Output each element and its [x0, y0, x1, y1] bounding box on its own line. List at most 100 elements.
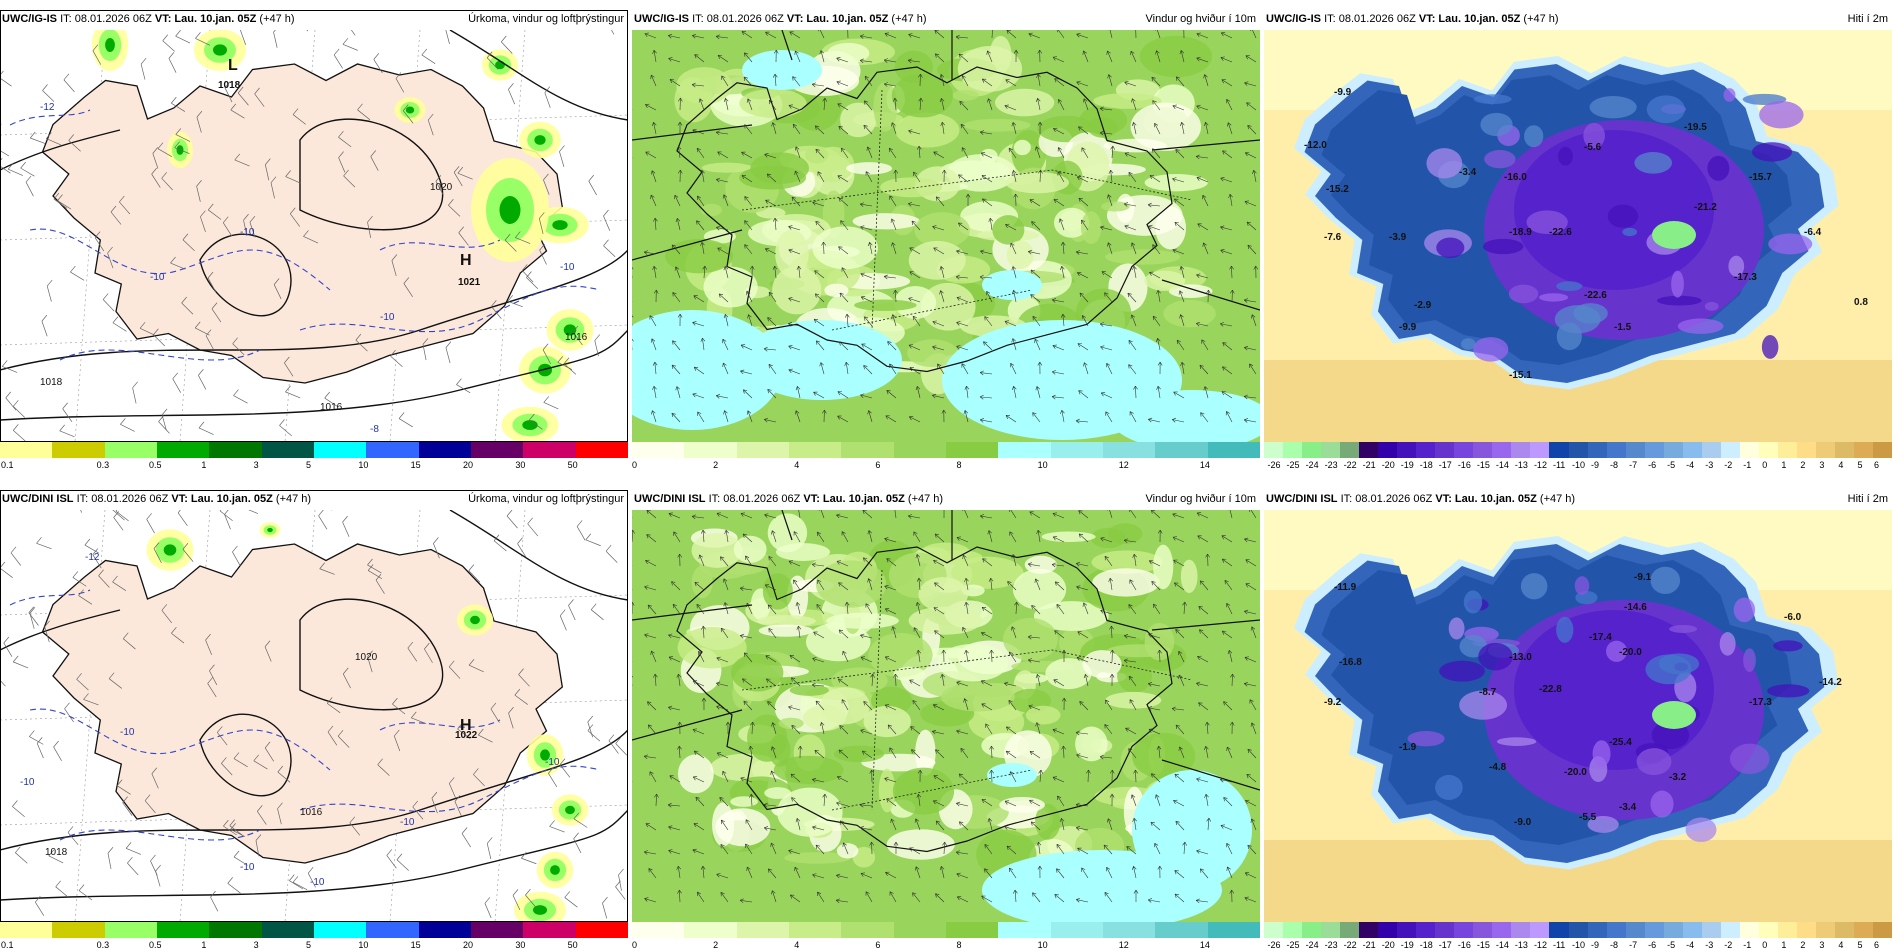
legend-tick-label: -14	[1496, 940, 1509, 950]
wind-speed-patch	[816, 560, 886, 607]
temperature-value: -11.9	[1334, 582, 1357, 593]
legend-tick-label: -1	[1743, 940, 1751, 950]
legend-tick-label: 50	[568, 940, 578, 950]
legend-tick-label: 4	[794, 460, 799, 470]
wind-speed-patch	[895, 113, 959, 148]
temp-patch	[1650, 567, 1680, 594]
map-svg: -11.9-9.1-16.8-9.2-8.7-13.0-17.4-14.6-6.…	[1264, 510, 1892, 922]
color-legend	[632, 922, 1260, 938]
wind-speed-patch	[941, 683, 1015, 712]
temperature-value: -12.0	[1304, 140, 1327, 151]
legend-tick-label: -11	[1553, 460, 1565, 470]
legend-tick-label: 12	[1119, 460, 1129, 470]
legend-tick-label: 15	[411, 940, 421, 950]
lead-time: (+47 h)	[891, 13, 926, 25]
legend-swatch	[523, 922, 575, 938]
legend-swatch	[1416, 442, 1435, 458]
legend-tick-label: -10	[1572, 460, 1585, 470]
legend-swatch	[1492, 922, 1511, 938]
wind-speed-patch	[774, 756, 844, 784]
lead-time: (+47 h)	[1523, 13, 1558, 25]
temperature-value: -14.2	[1819, 677, 1842, 688]
legend-swatch	[419, 922, 471, 938]
wind-speed-patch	[759, 625, 813, 637]
glacier-warm-patch	[1652, 701, 1696, 729]
legend-swatch	[1664, 922, 1683, 938]
temperature-value: -15.7	[1749, 172, 1772, 183]
temp-patch	[1759, 101, 1803, 128]
legend-tick-label: 6	[875, 940, 880, 950]
legend-tick-label: -17	[1439, 460, 1452, 470]
temp-patch	[1474, 94, 1512, 104]
map-canvas: -9.9-12.0-15.2-7.6-3.9-2.9-9.9-3.4-16.0-…	[1264, 30, 1892, 442]
legend-tick-label: -22	[1344, 460, 1357, 470]
temperature-value: -3.2	[1669, 772, 1687, 783]
legend-swatch	[471, 922, 523, 938]
temp-patch	[1608, 205, 1638, 228]
legend-swatch	[1359, 442, 1378, 458]
temp-patch	[1483, 239, 1524, 254]
legend-swatch	[1569, 442, 1588, 458]
legend-tick-label: 0	[632, 940, 637, 950]
legend-swatch	[1208, 442, 1260, 458]
legend-tick-label: -8	[1610, 460, 1618, 470]
model-name: UWC/IG-IS	[634, 13, 689, 25]
legend-swatch	[1530, 922, 1549, 938]
temp-patch	[1557, 322, 1582, 350]
legend-swatch	[1454, 442, 1473, 458]
wind-speed-patch	[1153, 545, 1173, 590]
panel-header: UWC/IG-IS IT: 08.01.2026 06Z VT: Lau. 10…	[1264, 10, 1892, 28]
wind-speed-patch	[772, 266, 821, 314]
legend-swatch	[1588, 442, 1607, 458]
legend-swatch	[789, 442, 841, 458]
legend-swatch	[1854, 922, 1873, 938]
legend-tick-label: -22	[1344, 940, 1357, 950]
temperature-value: -2.9	[1414, 300, 1432, 311]
legend-tick-label: -23	[1325, 940, 1338, 950]
temperature-value: -6.4	[1804, 227, 1822, 238]
temp-patch	[1575, 576, 1590, 595]
legend-tick-label: 14	[1200, 460, 1210, 470]
legend-swatch	[1321, 442, 1340, 458]
legend-tick-label: 10	[358, 940, 368, 950]
legend-ticks: -26-25-24-23-22-21-20-19-18-17-16-15-14-…	[1264, 940, 1892, 952]
legend-swatch	[1740, 922, 1759, 938]
temp-patch	[1734, 598, 1755, 623]
temp-patch	[1556, 617, 1573, 643]
legend-tick-label: 3	[1819, 460, 1824, 470]
legend-tick-label: 4	[1838, 460, 1843, 470]
wind-speed-patch	[992, 215, 1024, 244]
legend-swatch	[105, 922, 157, 938]
legend-tick-label: 1	[1781, 940, 1786, 950]
legend-swatch	[1264, 922, 1283, 938]
legend-tick-label: 6	[1874, 940, 1879, 950]
legend-tick-label: -24	[1306, 460, 1319, 470]
wind-speed-patch	[834, 745, 884, 762]
gust-area	[982, 270, 1042, 300]
color-legend	[1264, 922, 1892, 938]
legend-tick-label: -13	[1515, 460, 1528, 470]
wind-speed-patch	[1042, 531, 1096, 542]
temp-patch	[1480, 113, 1512, 136]
wind-speed-patch	[803, 705, 846, 731]
temperature-value: -3.9	[1389, 232, 1407, 243]
legend-tick-label: -14	[1496, 460, 1509, 470]
legend-swatch	[209, 442, 261, 458]
map-panel-precip: UWC/IG-IS IT: 08.01.2026 06Z VT: Lau. 10…	[0, 10, 628, 470]
legend-tick-label: 4	[1838, 940, 1843, 950]
legend-swatch	[684, 922, 736, 938]
map-panel-temp: UWC/IG-IS IT: 08.01.2026 06Z VT: Lau. 10…	[1264, 10, 1892, 470]
legend-tick-label: 10	[1038, 460, 1048, 470]
temp-patch	[1558, 147, 1573, 166]
legend-tick-label: -26	[1268, 460, 1281, 470]
legend-swatch	[1397, 922, 1416, 938]
temperature-value: -14.6	[1624, 602, 1647, 613]
temperature-value: -20.0	[1564, 767, 1587, 778]
legend-swatch	[1264, 442, 1283, 458]
temperature-value: -15.1	[1509, 370, 1532, 381]
legend-swatch	[894, 922, 946, 938]
wind-speed-patch	[864, 706, 911, 737]
color-legend	[1264, 442, 1892, 458]
temp-patch	[1590, 96, 1637, 118]
temp-patch	[1497, 737, 1536, 746]
